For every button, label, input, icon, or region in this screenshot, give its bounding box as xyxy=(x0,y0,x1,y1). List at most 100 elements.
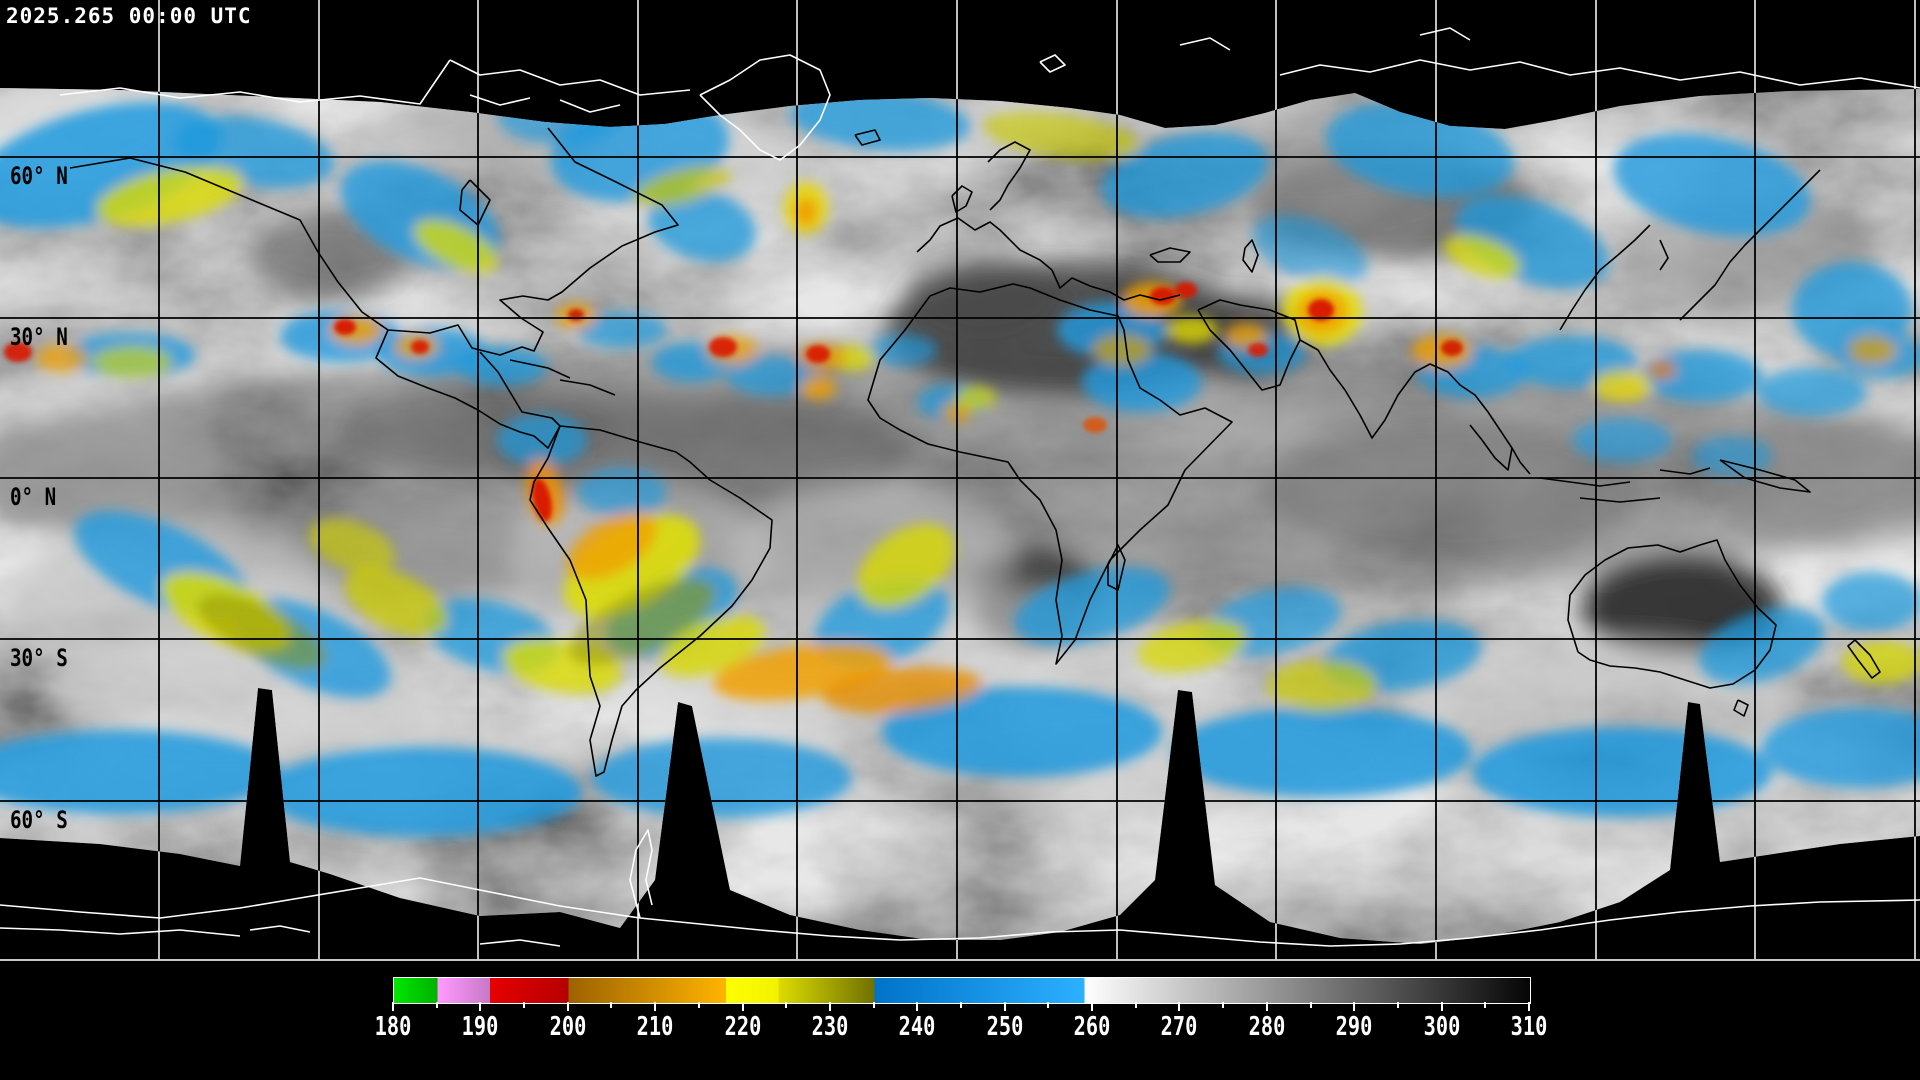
colorbar-tick-label: 250 xyxy=(986,1012,1024,1042)
colorbar-major-tick xyxy=(1091,1002,1094,1011)
ir-map-canvas xyxy=(0,0,1920,962)
coastline-south-america xyxy=(529,425,773,777)
weather-system-blob xyxy=(648,188,756,262)
weather-system-blob xyxy=(882,687,1162,777)
weather-system-blob xyxy=(1248,343,1268,357)
colorbar-minor-tick xyxy=(785,1002,788,1008)
latitude-label: 60° N xyxy=(10,162,68,190)
colorbar-major-tick xyxy=(1528,1002,1530,1011)
colorbar-minor-tick xyxy=(523,1002,526,1008)
coastlines-white-polar xyxy=(0,27,1920,947)
weather-system-blob xyxy=(564,514,700,618)
colorbar-minor-tick xyxy=(610,1002,613,1008)
weather-system-blob xyxy=(1648,361,1676,379)
weather-system-blob xyxy=(1265,420,1645,560)
weather-system-blob xyxy=(1101,132,1269,218)
weather-system-blob xyxy=(1224,323,1268,349)
colorbar-tick-label: 260 xyxy=(1073,1012,1111,1042)
weather-system-blob xyxy=(1092,334,1152,366)
weather-system-blob xyxy=(709,337,737,357)
latitude-label: 30° N xyxy=(10,323,68,351)
colorbar-minor-tick xyxy=(1484,1002,1487,1008)
weather-system-blob xyxy=(1172,707,1472,797)
weather-system-blob xyxy=(1720,420,1920,550)
weather-system-blob xyxy=(1757,368,1867,416)
weather-system-blob xyxy=(308,518,396,574)
weather-system-blob xyxy=(1150,287,1176,305)
weather-system-blob xyxy=(1267,660,1377,712)
colorbar-tick-label: 290 xyxy=(1335,1012,1373,1042)
colorbar-major-tick xyxy=(1440,1002,1443,1011)
colorbar-major-tick xyxy=(392,1002,394,1011)
colorbar-tick-label: 280 xyxy=(1248,1012,1286,1042)
weather-system-blob xyxy=(344,567,448,637)
weather-system-blob xyxy=(633,165,731,207)
latitude-label: 30° S xyxy=(10,644,68,672)
weather-system-blob xyxy=(568,578,716,666)
graticule-over-data xyxy=(0,88,1920,944)
weather-system-blob xyxy=(905,260,1065,340)
coastline-australia xyxy=(1567,539,1777,717)
colorbar-tick-label: 270 xyxy=(1161,1012,1198,1042)
weather-system-blob xyxy=(1692,436,1772,476)
coastlines-black xyxy=(69,127,1881,777)
weather-system-blob xyxy=(92,346,172,378)
weather-system-blob xyxy=(1441,340,1463,356)
colorbar-major-tick xyxy=(1265,1002,1268,1011)
colorbar-tick-label: 240 xyxy=(898,1012,936,1042)
weather-system-blob xyxy=(1699,607,1825,685)
coastline-europe xyxy=(916,217,1181,301)
colorbar-gradient xyxy=(393,977,1531,1004)
colorbar-minor-tick xyxy=(1047,1002,1050,1008)
coastline-east-asia xyxy=(1559,169,1821,331)
colorbar-major-tick xyxy=(566,1002,569,1011)
colorbar: 180 190 200 210 220 230 240 250 260 270 280 290 300 3… xyxy=(0,962,1920,1080)
colorbar-minor-tick xyxy=(960,1002,962,1008)
weather-system-blob xyxy=(1642,350,1762,402)
colorbar-major-tick xyxy=(479,1002,482,1011)
colorbar-major-tick xyxy=(654,1002,657,1011)
colorbar-major-tick xyxy=(1178,1002,1181,1011)
coastline-arctic-canada xyxy=(59,59,691,113)
weather-system-blob xyxy=(795,198,817,226)
weather-system-blob xyxy=(956,386,996,410)
weather-system-blob xyxy=(1592,370,1652,402)
weather-system-blob xyxy=(262,747,582,837)
timestamp: 2025.265 00:00 UTC xyxy=(6,4,252,28)
colorbar-minor-tick xyxy=(1222,1002,1225,1008)
weather-system-blob xyxy=(1613,133,1811,237)
coastline-svalbard xyxy=(1039,54,1066,73)
coastline-scandinavia xyxy=(987,141,1031,211)
coastline-caribbean xyxy=(509,359,616,396)
colorbar-major-tick xyxy=(1353,1002,1356,1011)
weather-system-blob xyxy=(0,730,280,814)
weather-system-blob xyxy=(822,667,982,713)
weather-system-blob xyxy=(982,111,1142,161)
weather-system-blob xyxy=(497,414,587,466)
coastline-madagascar xyxy=(1107,544,1126,591)
colorbar-tick-label: 220 xyxy=(724,1012,761,1042)
weather-system-blob xyxy=(1848,336,1896,364)
colorbar-tick-label: 230 xyxy=(811,1012,849,1042)
coastline-iceland xyxy=(854,129,881,146)
latitude-label: 0° N xyxy=(10,483,57,511)
colorbar-tick-label: 210 xyxy=(636,1012,674,1042)
coastline-antarctica xyxy=(0,829,1920,947)
weather-system-blob xyxy=(727,356,817,396)
weather-system-blob xyxy=(4,342,32,362)
weather-system-blob xyxy=(1842,640,1920,684)
coastline-siberia xyxy=(1179,27,1920,89)
coastline-caspian-sea xyxy=(1242,239,1259,273)
data-region xyxy=(0,88,1920,944)
weather-system-blob xyxy=(592,738,852,818)
latitude-label: 60° S xyxy=(10,806,68,834)
coastline-mexico xyxy=(375,329,561,449)
colorbar-tick-label: 200 xyxy=(549,1012,587,1042)
weather-system-blob xyxy=(197,594,327,670)
weather-system-blob xyxy=(457,346,547,386)
weather-system-blob xyxy=(1822,572,1920,632)
colorbar-tick-label: 180 xyxy=(374,1012,412,1042)
cloud-layer-cold xyxy=(0,89,1920,837)
weather-system-blob xyxy=(806,345,830,363)
